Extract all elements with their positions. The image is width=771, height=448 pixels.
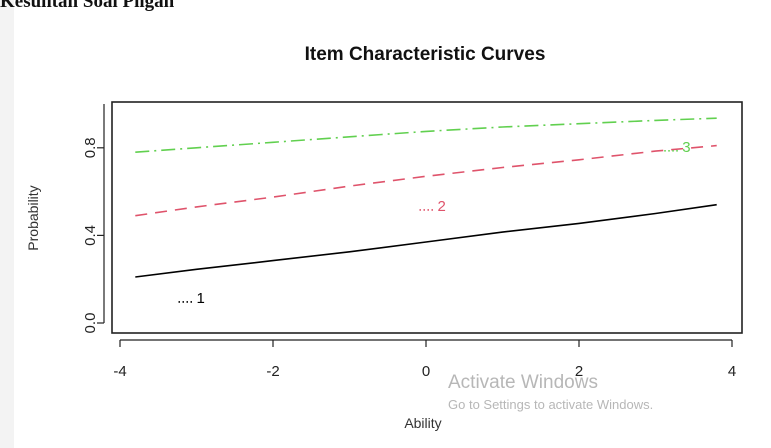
plot-frame bbox=[111, 101, 743, 334]
plot-area: -4 -2 0 2 4 0.0 0.4 0.8 1 2 3 bbox=[82, 101, 743, 380]
x-tick-label: 0 bbox=[422, 363, 430, 380]
icc-curve-item-1 bbox=[135, 203, 717, 278]
chart-title: Item Characteristic Curves bbox=[304, 44, 546, 65]
icc-curve-item-2 bbox=[135, 144, 717, 217]
y-tick-label: 0.4 bbox=[82, 225, 99, 246]
page-margin-strip bbox=[0, 0, 14, 448]
x-tick-label: -2 bbox=[266, 363, 279, 380]
x-tick-label: 4 bbox=[728, 363, 736, 380]
document-heading: Kesulitan Soal Pilgan bbox=[0, 0, 175, 12]
item-label-3: 3 bbox=[682, 139, 690, 156]
watermark-title: Activate Windows bbox=[448, 372, 598, 393]
x-tick-label: 2 bbox=[575, 363, 583, 380]
item-label-1: 1 bbox=[197, 290, 205, 307]
x-tick-label: -4 bbox=[113, 363, 126, 380]
y-tick-label: 0.8 bbox=[82, 137, 99, 158]
icc-curve-item-3 bbox=[135, 117, 717, 153]
watermark-subtitle: Go to Settings to activate Windows. bbox=[448, 397, 654, 412]
activation-watermark: Activate Windows Go to Settings to activ… bbox=[448, 372, 653, 412]
y-tick-label: 0.0 bbox=[82, 313, 99, 334]
y-axis-label: Probability bbox=[25, 185, 41, 250]
x-axis-label: Ability bbox=[404, 415, 441, 431]
item-label-2: 2 bbox=[437, 198, 445, 215]
